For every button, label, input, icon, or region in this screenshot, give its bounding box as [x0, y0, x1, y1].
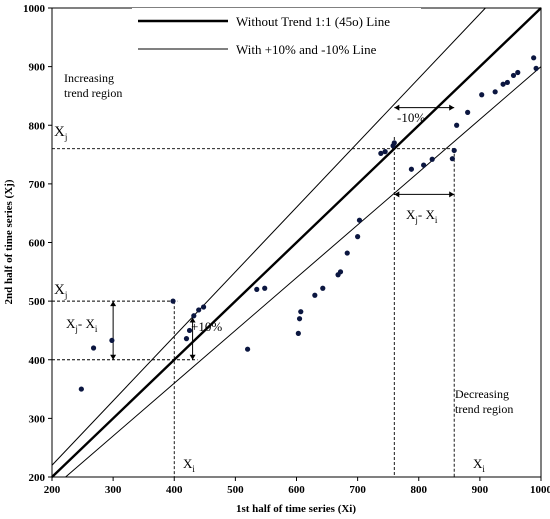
xj-label-low: Xj [54, 282, 67, 300]
x-tick-label: 200 [44, 484, 61, 496]
axis-ticks: 200 300 400 500 600 700 800 900 1000 200 300 400 500… [23, 3, 550, 496]
dashed-reference-lines [52, 104, 455, 477]
data-point [170, 298, 176, 304]
data-point [531, 55, 537, 61]
data-point [449, 156, 455, 162]
data-point [312, 292, 318, 298]
x-tick-label: 500 [227, 484, 244, 496]
data-point [510, 72, 517, 79]
y-axis-title: 2nd half of time series (Xj) [3, 179, 15, 304]
arrow-minus10-head [449, 104, 455, 111]
y-tick-label: 300 [29, 413, 46, 425]
data-point [454, 122, 460, 128]
data-point [191, 313, 197, 319]
data-point [429, 156, 435, 162]
data-point [356, 217, 363, 223]
data-point [186, 327, 193, 334]
data-point [408, 166, 415, 172]
x-tick-label: 300 [105, 484, 122, 496]
arrow-diff-low-head [110, 301, 117, 307]
increasing-region-label-line1: Increasing [64, 71, 114, 85]
y-tick-label: 800 [29, 120, 46, 132]
x-axis-title: 1st half of time series (Xi) [236, 503, 356, 515]
decreasing-region-label-line2: trend region [455, 402, 513, 416]
y-tick-label: 400 [29, 355, 46, 367]
plus-ten-percent-label: +10% [191, 319, 222, 334]
x-tick-label: 600 [288, 484, 305, 496]
y-tick-label: 500 [29, 296, 46, 308]
xi-label-low: Xi [183, 456, 195, 474]
data-points [78, 55, 539, 392]
data-point [183, 336, 190, 342]
y-tick-label: 700 [29, 179, 46, 191]
data-point [500, 81, 506, 87]
arrow-minus10-head [394, 104, 400, 111]
data-point [262, 285, 268, 291]
data-point [337, 269, 344, 275]
data-point [320, 285, 326, 291]
increasing-region-label-line2: trend region [64, 86, 122, 100]
arrow-diff-high-head [449, 191, 455, 198]
legend: Without Trend 1:1 (45o) Line With +10% a… [132, 8, 421, 66]
arrow-diff-low-head [110, 354, 117, 360]
arrow-diff-low [110, 301, 117, 360]
arrow-plus10 [189, 317, 196, 360]
data-point [421, 162, 427, 168]
diff-label-low: Xj- Xi [66, 316, 98, 334]
data-point [378, 150, 384, 156]
arrow-diff-high-head [394, 191, 400, 198]
data-point [196, 307, 202, 313]
data-point [355, 234, 361, 240]
data-point [479, 92, 485, 98]
data-point [504, 79, 510, 86]
data-point [298, 309, 304, 315]
x-tick-label: 700 [349, 484, 366, 496]
data-point [465, 109, 471, 115]
data-point [296, 316, 303, 322]
legend-label-one-to-one: Without Trend 1:1 (45o) Line [236, 14, 390, 29]
y-tick-label: 1000 [23, 3, 46, 15]
data-point [533, 65, 539, 71]
data-point [245, 346, 251, 352]
data-point [109, 337, 115, 344]
minus-ten-percent-label: -10% [397, 110, 425, 125]
arrow-minus10 [394, 104, 455, 111]
data-point [254, 286, 260, 292]
data-point [90, 345, 97, 351]
xi-label-high: Xi [473, 456, 485, 474]
y-tick-label: 200 [29, 472, 46, 484]
arrow-diff-high [394, 191, 455, 198]
data-point [382, 149, 388, 155]
xj-label-high: Xj [54, 124, 67, 142]
diff-label-high: Xj- Xi [406, 207, 438, 225]
data-point [78, 386, 84, 392]
arrow-plus10-head [189, 317, 196, 323]
legend-box [132, 8, 421, 66]
data-point [492, 89, 498, 95]
data-point [515, 69, 521, 76]
line-minus-10 [65, 66, 542, 478]
legend-label-ten-percent: With +10% and -10% Line [236, 42, 377, 57]
line-one-to-one [51, 7, 542, 478]
data-point [391, 140, 397, 146]
data-point [344, 250, 350, 256]
data-point [451, 147, 457, 154]
line-plus-10 [51, 7, 486, 466]
decreasing-region-label-line1: Decreasing [455, 387, 509, 401]
arrow-plus10-head [189, 354, 196, 360]
data-point [295, 330, 301, 336]
y-tick-label: 900 [29, 62, 46, 74]
x-tick-label: 400 [166, 484, 183, 496]
y-tick-label: 600 [29, 238, 46, 250]
data-point [200, 304, 207, 310]
x-tick-label: 800 [411, 484, 428, 496]
x-tick-label: 900 [472, 484, 489, 496]
reference-lines [51, 7, 542, 478]
x-tick-label: 1000 [530, 484, 550, 496]
